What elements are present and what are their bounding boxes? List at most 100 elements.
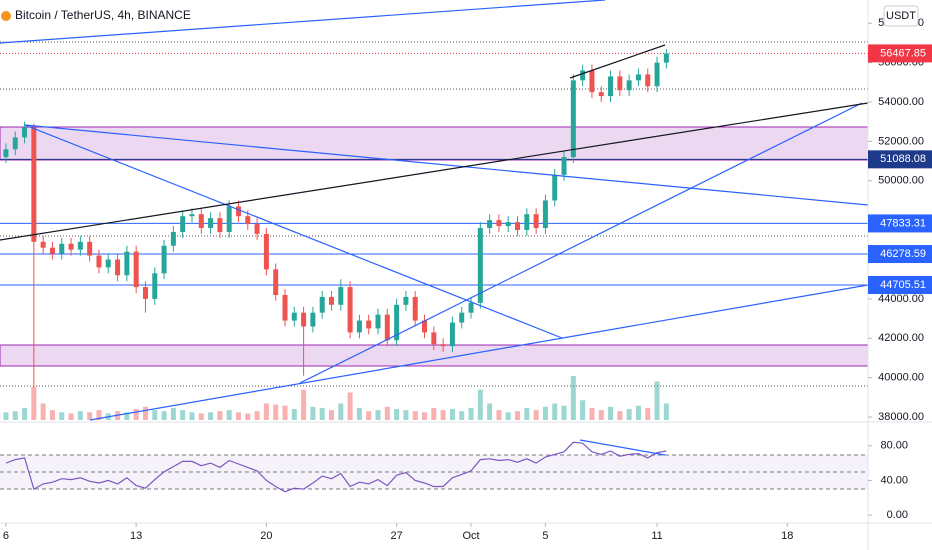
price-label-box	[868, 245, 932, 264]
volume-bar	[59, 412, 65, 420]
volume-bar	[431, 407, 437, 420]
volume-bar	[291, 409, 297, 420]
candle-body	[282, 294, 288, 321]
candle-body	[217, 218, 223, 232]
volume-bar	[487, 403, 493, 420]
candle-body	[12, 137, 18, 150]
volume-bar	[580, 400, 586, 420]
volume-bar	[598, 410, 604, 420]
x-tick-label: 20	[260, 530, 272, 542]
price-label: 46278.59	[880, 248, 926, 260]
candle-body	[263, 233, 269, 270]
volume-bar	[12, 411, 18, 420]
candle-body	[254, 224, 260, 234]
volume-bar	[384, 406, 390, 420]
candle-body	[105, 259, 111, 268]
currency-button[interactable]	[883, 5, 919, 27]
currency[interactable]: USDT	[886, 10, 916, 22]
candle-body	[319, 296, 325, 313]
candle-body	[301, 312, 307, 327]
candle-body	[189, 214, 195, 217]
y-tick-label: 50000.00	[878, 175, 924, 187]
candle-body	[347, 287, 353, 333]
candle-body	[170, 231, 176, 246]
rsi-tick-label: 40.00	[880, 474, 908, 486]
volume-bar	[561, 405, 567, 420]
volume-bar	[133, 409, 139, 420]
candle-body	[245, 216, 251, 225]
price-label-box	[868, 44, 932, 63]
x-tick-label: 27	[390, 530, 402, 542]
candle-body	[226, 206, 232, 232]
volume-bar	[570, 376, 576, 420]
volume-bar	[635, 405, 641, 420]
candle-body	[533, 214, 539, 229]
rsi-line	[5, 441, 667, 493]
volume-bar	[440, 410, 446, 420]
candle-body	[235, 206, 241, 217]
volume-bar	[515, 411, 521, 420]
y-tick-label: 40000.00	[878, 372, 924, 384]
candle-body	[449, 322, 455, 347]
volume-bar	[422, 412, 428, 420]
x-tick-label: 6	[3, 530, 9, 542]
candle-body	[3, 149, 9, 158]
y-tick-label: 38000.00	[878, 411, 924, 423]
candle-body	[645, 74, 651, 87]
candle-body	[589, 70, 595, 93]
candle-body	[161, 245, 167, 274]
x-tick-label: 13	[130, 530, 142, 542]
volume-bar	[524, 407, 530, 420]
candle-body	[87, 241, 93, 256]
volume-bar	[142, 406, 148, 420]
candle-body	[77, 241, 83, 250]
candle-body	[68, 243, 74, 250]
volume-bar	[394, 409, 400, 420]
candle-body	[366, 320, 372, 329]
y-tick-label: 52000.00	[878, 135, 924, 147]
rsi-pane	[0, 439, 868, 493]
candle-body	[22, 127, 28, 138]
volume-bar	[198, 413, 204, 420]
candle-body	[310, 312, 316, 327]
price-label: 44705.51	[880, 279, 926, 291]
y-tick-label: 54000.00	[878, 96, 924, 108]
volume-bar	[310, 406, 316, 420]
volume-bar	[208, 412, 214, 420]
trend-line	[0, 102, 868, 241]
volume-bar	[477, 389, 483, 420]
volume-bar	[375, 410, 381, 420]
volume-bar	[124, 412, 130, 420]
volume-bar	[301, 389, 307, 420]
candle-body	[375, 314, 381, 329]
volume-bar	[617, 411, 623, 420]
candle-body	[468, 302, 474, 313]
volume-bar	[40, 403, 46, 420]
volume-bar	[468, 407, 474, 420]
volume-bar	[496, 410, 502, 420]
candle-body	[552, 174, 558, 201]
volume-bar	[161, 411, 167, 420]
volume-bar	[338, 403, 344, 420]
x-tick-label: 18	[781, 530, 793, 542]
candle-body	[422, 320, 428, 333]
candle-body	[59, 243, 65, 254]
candle-body	[505, 222, 511, 227]
candle-body	[663, 53, 669, 63]
price-label-box	[868, 150, 932, 169]
candle-body	[431, 332, 437, 345]
candle-body	[180, 216, 186, 232]
candle-body	[198, 214, 204, 229]
candle-body	[626, 80, 632, 91]
volume-bar	[77, 411, 83, 420]
candle-body	[598, 92, 604, 97]
volume-bar	[533, 410, 539, 420]
volume-bar	[96, 410, 102, 420]
x-tick-label: 5	[542, 530, 548, 542]
candle-body	[115, 259, 121, 276]
volume-bar	[3, 412, 9, 420]
volume-bar	[180, 410, 186, 420]
volume-bar	[626, 409, 632, 420]
volume-bar	[235, 412, 241, 420]
price-label: 56467.85	[880, 47, 926, 59]
